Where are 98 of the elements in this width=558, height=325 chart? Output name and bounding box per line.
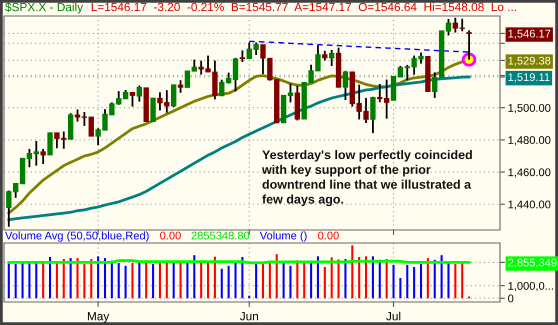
bar (131, 263, 134, 298)
bar (104, 258, 106, 298)
bar (8, 263, 10, 298)
bar (296, 260, 298, 298)
bar (344, 259, 346, 298)
bar (22, 262, 24, 298)
bar (158, 263, 161, 298)
y-tick-label: 1,460.00 (508, 168, 550, 178)
text: 2855348.80 (192, 232, 250, 240)
candlestick (466, 29, 472, 61)
x-tick-label: Jul (386, 312, 400, 320)
bar (454, 264, 456, 298)
bar (180, 262, 182, 298)
candlestick (178, 79, 184, 94)
candlestick (370, 96, 376, 134)
bar (110, 260, 113, 298)
bar (461, 262, 464, 298)
bar (70, 258, 72, 298)
bar (399, 278, 402, 298)
bar (316, 256, 319, 298)
bar (276, 254, 278, 298)
candlestick (136, 84, 142, 103)
candlestick (40, 148, 46, 165)
bar (386, 259, 388, 298)
bar (220, 268, 223, 298)
x-tick-label: May (88, 312, 110, 323)
text: Volume Avg (50,50,blue,Red) (5, 231, 149, 242)
text: 0.00 (318, 232, 339, 240)
line-series (7, 76, 470, 222)
bar (351, 245, 354, 298)
candlestick (329, 49, 334, 67)
bar (200, 262, 202, 298)
bar (56, 262, 58, 298)
bar (172, 262, 175, 298)
bar (42, 262, 44, 298)
candlestick (150, 96, 156, 122)
bar (124, 266, 127, 298)
bar (186, 262, 188, 298)
bar (324, 266, 326, 298)
bar (420, 264, 422, 298)
bar (358, 256, 360, 298)
bar (255, 264, 258, 298)
chart-title: $SPX.X - Daily (5, 2, 84, 14)
bar (248, 296, 250, 298)
bar (310, 263, 312, 298)
annotation: Yesterday's low perfectly coincided with key support of the prior downtrend line that we illustrated a few days ago. (262, 150, 472, 206)
candlestick (322, 50, 328, 62)
bar (289, 266, 292, 298)
y-tick-label: 1,546.17 (508, 30, 550, 39)
y-tick-label: 1,000,0... (508, 282, 553, 292)
bar (48, 256, 52, 298)
text: 0.00 (160, 232, 181, 240)
bar (413, 266, 416, 298)
y-tick-label: 1,440.00 (508, 200, 550, 210)
bar (406, 264, 408, 298)
y-tick-label: 1,480.00 (508, 136, 550, 146)
bar (90, 259, 92, 298)
candlestick (342, 70, 348, 101)
bar (83, 264, 86, 298)
bar (303, 261, 306, 298)
y-tick-label: 2,855,349 (508, 258, 557, 268)
bar (426, 258, 429, 298)
bar (440, 255, 443, 298)
bar (76, 258, 79, 298)
candlestick (171, 84, 176, 108)
bar (193, 255, 196, 298)
bar (282, 261, 285, 298)
bar (234, 262, 237, 298)
bar (447, 263, 450, 298)
bar (35, 262, 38, 298)
bar (434, 260, 436, 298)
y-tick-label: 1,529.38 (508, 56, 550, 66)
bar (268, 262, 271, 298)
bar (241, 256, 244, 298)
candlestick (130, 92, 136, 108)
bar (97, 256, 100, 298)
bar (214, 256, 216, 298)
y-tick-label: 1,500.00 (508, 104, 550, 114)
bar (338, 259, 340, 298)
y-tick-label: 1,519.11 (508, 73, 550, 82)
bar (152, 264, 154, 298)
bar (392, 264, 395, 298)
bar (62, 259, 65, 298)
candlestick (240, 50, 246, 63)
chart-subtitle: L=1546.17 -3.20 -0.21% B=1545.77 A=1547.17 O=1546.64 Hi=1548.08 Lo ... (92, 2, 516, 12)
bar (228, 266, 230, 298)
text: Volume () (260, 231, 307, 242)
bar (14, 264, 17, 298)
bar (138, 261, 140, 298)
bar (378, 260, 381, 298)
y-tick-label: 0 (508, 294, 514, 302)
bar (365, 256, 368, 298)
candlestick (47, 131, 53, 156)
bar (118, 263, 120, 298)
x-tick-label: Jun (240, 312, 258, 320)
bar (330, 257, 333, 298)
bar (372, 256, 374, 298)
bar (28, 262, 30, 298)
